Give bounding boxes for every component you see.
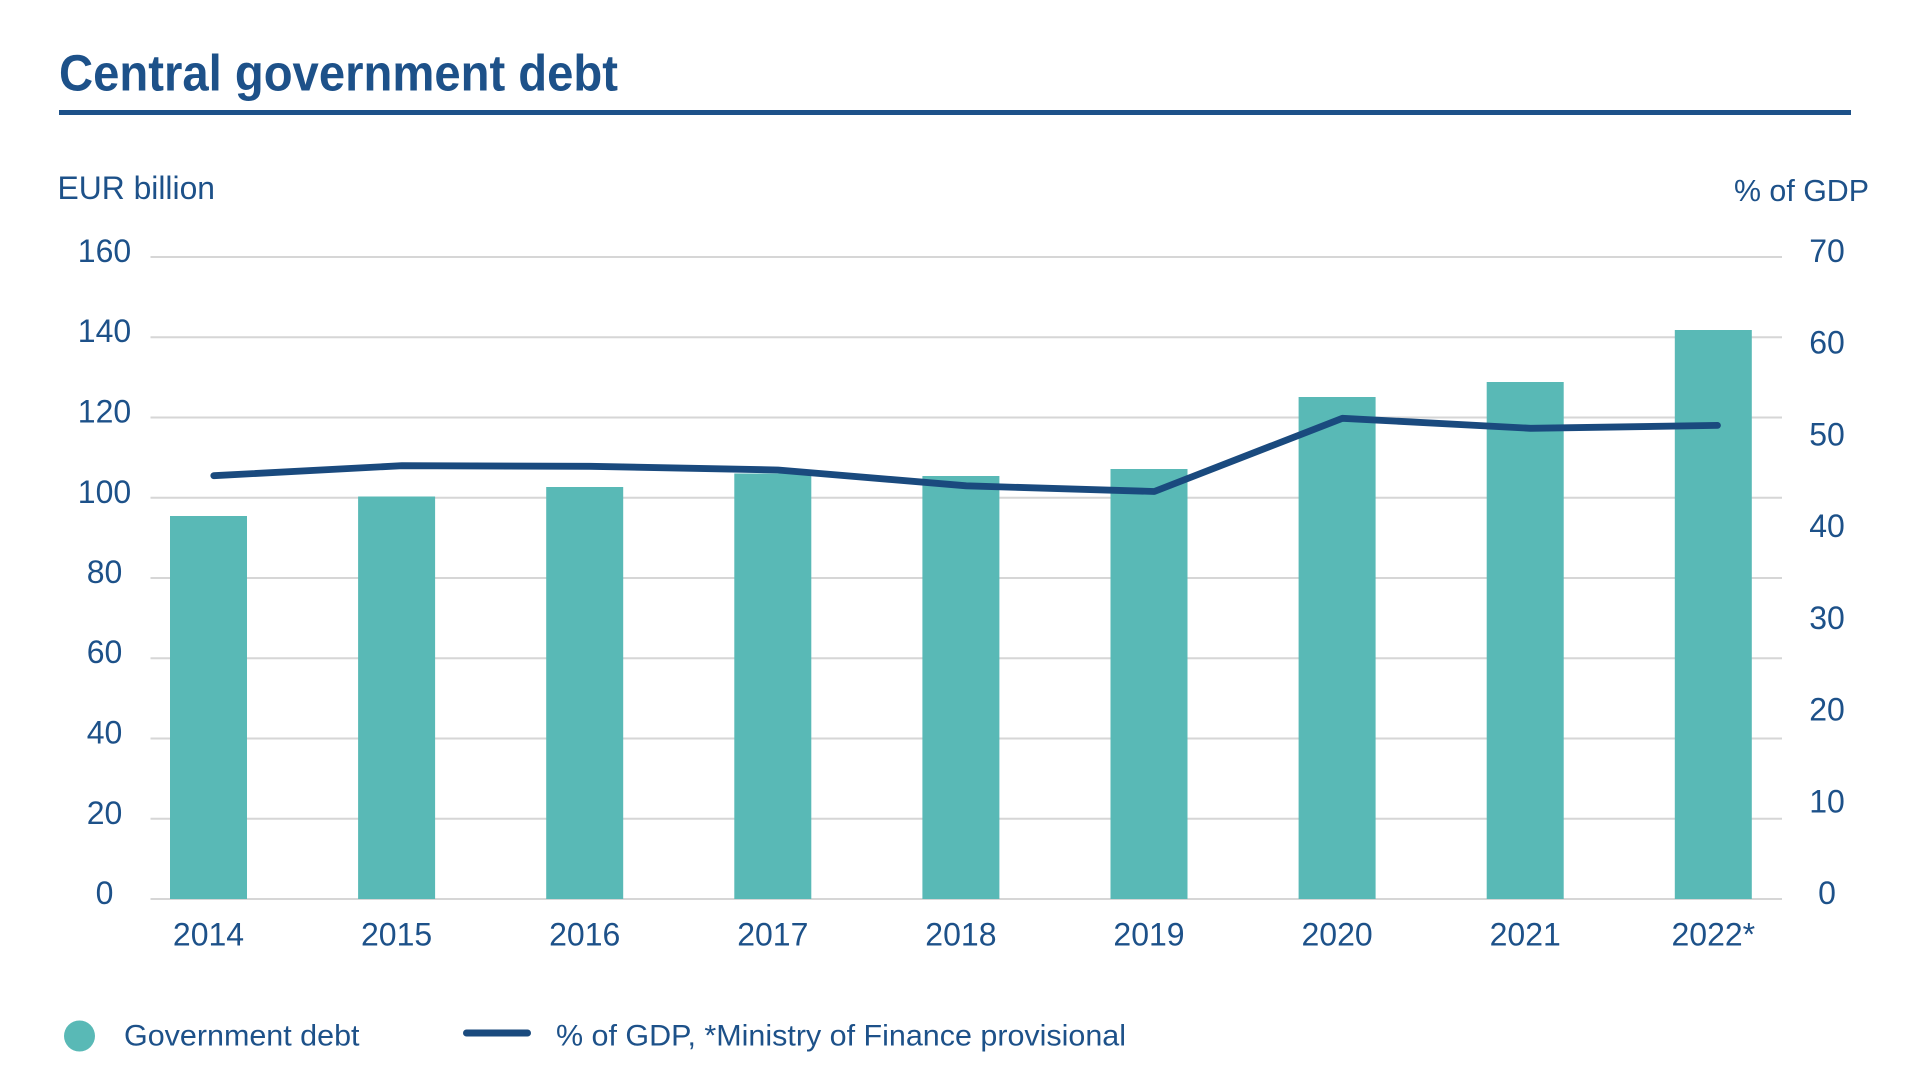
- svg-text:50: 50: [1809, 416, 1845, 452]
- svg-text:80: 80: [87, 554, 123, 590]
- svg-text:Central government debt: Central government debt: [59, 45, 618, 102]
- svg-text:2017: 2017: [737, 917, 808, 953]
- svg-text:120: 120: [78, 394, 131, 430]
- svg-text:2022*: 2022*: [1671, 917, 1755, 953]
- svg-text:0: 0: [96, 875, 114, 911]
- svg-text:0: 0: [1818, 875, 1836, 911]
- svg-text:30: 30: [1809, 600, 1845, 636]
- svg-text:% of GDP, *Ministry of Finance: % of GDP, *Ministry of Finance provision…: [556, 1020, 1126, 1053]
- svg-text:Government debt: Government debt: [124, 1020, 360, 1053]
- svg-text:60: 60: [87, 634, 123, 670]
- svg-text:2016: 2016: [549, 917, 620, 953]
- svg-text:60: 60: [1809, 325, 1845, 361]
- svg-text:10: 10: [1809, 783, 1845, 819]
- svg-text:160: 160: [78, 233, 131, 269]
- svg-text:2021: 2021: [1490, 917, 1561, 953]
- svg-text:2019: 2019: [1113, 917, 1184, 953]
- svg-text:EUR billion: EUR billion: [58, 170, 216, 206]
- svg-text:20: 20: [1809, 692, 1845, 728]
- svg-text:40: 40: [1809, 508, 1845, 544]
- svg-text:2015: 2015: [361, 917, 432, 953]
- svg-text:2018: 2018: [925, 917, 996, 953]
- svg-text:2020: 2020: [1302, 917, 1373, 953]
- svg-text:% of GDP: % of GDP: [1734, 173, 1869, 208]
- svg-text:2014: 2014: [173, 917, 244, 953]
- svg-text:40: 40: [87, 715, 123, 751]
- svg-text:20: 20: [87, 795, 123, 831]
- svg-text:100: 100: [78, 474, 131, 510]
- svg-text:140: 140: [78, 313, 131, 349]
- svg-text:70: 70: [1809, 233, 1845, 269]
